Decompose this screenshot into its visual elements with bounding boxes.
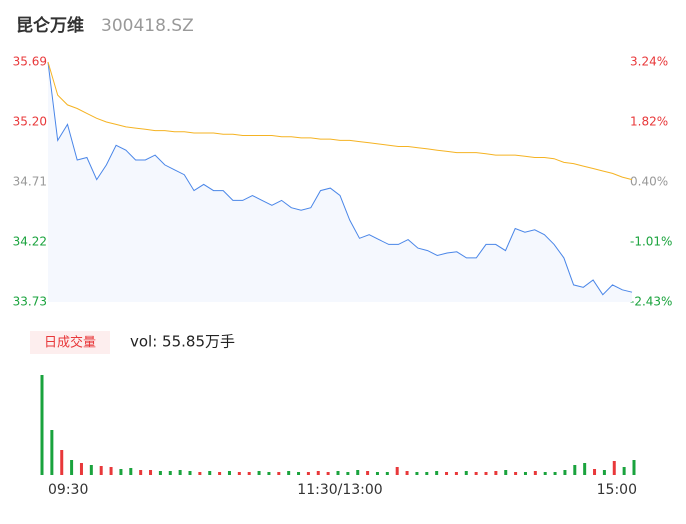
stock-name: 昆仑万维 bbox=[16, 15, 84, 36]
volume-bar bbox=[494, 471, 498, 475]
volume-bar bbox=[89, 465, 93, 475]
volume-bar bbox=[60, 450, 64, 475]
y-tick-label: 33.73 bbox=[13, 295, 47, 309]
volume-bar bbox=[218, 472, 222, 475]
volume-bar bbox=[119, 469, 123, 475]
avg-line bbox=[47, 61, 633, 181]
volume-bar bbox=[543, 472, 547, 475]
volume-bar bbox=[70, 460, 74, 475]
y2-tick-label: -1.01% bbox=[630, 234, 672, 248]
volume-bar bbox=[632, 460, 636, 475]
y2-tick-label: 0.40% bbox=[630, 175, 668, 189]
volume-bar bbox=[405, 471, 409, 475]
volume-bar bbox=[178, 470, 182, 475]
volume-bar bbox=[454, 472, 458, 475]
y-tick-label: 34.71 bbox=[13, 175, 47, 189]
y2-tick-label: 3.24% bbox=[630, 55, 668, 69]
volume-bar bbox=[464, 471, 468, 475]
volume-bar bbox=[336, 471, 340, 475]
volume-bar bbox=[573, 465, 577, 475]
volume-bar bbox=[385, 472, 389, 475]
volume-bar bbox=[533, 471, 537, 475]
legend-label: 日成交量 bbox=[44, 335, 96, 351]
stock-code: 300418.SZ bbox=[101, 16, 194, 36]
y-tick-label: 35.20 bbox=[13, 115, 47, 129]
volume-bar bbox=[149, 470, 153, 475]
volume-bar bbox=[612, 461, 616, 475]
volume-bar bbox=[593, 469, 597, 475]
volume-bar bbox=[366, 471, 370, 475]
volume-bar bbox=[346, 472, 350, 475]
volume-bar bbox=[168, 471, 172, 475]
volume-bar bbox=[602, 470, 606, 475]
volume-bar bbox=[79, 463, 83, 475]
volume-bar bbox=[375, 472, 379, 475]
volume-bar bbox=[326, 472, 330, 475]
legend-box bbox=[30, 331, 110, 354]
volume-bar bbox=[198, 472, 202, 475]
volume-bar bbox=[237, 472, 241, 475]
volume-bar bbox=[425, 472, 429, 475]
volume-bar bbox=[277, 472, 281, 475]
y2-tick-label: 1.82% bbox=[630, 115, 668, 129]
volume-annotation: vol: 55.85万手 bbox=[130, 333, 235, 351]
volume-bar bbox=[523, 472, 527, 475]
volume-bar bbox=[257, 471, 261, 475]
volume-bar bbox=[435, 471, 439, 475]
volume-bar bbox=[563, 470, 567, 475]
volume-bar bbox=[99, 466, 103, 475]
volume-bar bbox=[129, 468, 133, 475]
volume-bar bbox=[247, 472, 251, 475]
volume-bar bbox=[297, 472, 301, 475]
y-tick-label: 35.69 bbox=[13, 55, 47, 69]
volume-bar bbox=[158, 471, 162, 475]
price-line bbox=[47, 61, 633, 296]
price-area bbox=[48, 62, 632, 302]
x-tick-label: 09:30 bbox=[48, 482, 88, 498]
volume-bar bbox=[267, 472, 271, 475]
volume-bar bbox=[356, 470, 360, 475]
volume-bar bbox=[583, 463, 587, 475]
volume-bar bbox=[139, 470, 143, 475]
volume-bar bbox=[316, 471, 320, 475]
y2-tick-label: -2.43% bbox=[630, 295, 672, 309]
volume-bar bbox=[622, 467, 626, 475]
y-tick-label: 34.22 bbox=[13, 235, 47, 249]
volume-bar bbox=[445, 472, 449, 475]
volume-bar bbox=[395, 467, 399, 475]
volume-bar bbox=[50, 430, 54, 475]
volume-bar bbox=[415, 472, 419, 475]
volume-bar bbox=[208, 471, 212, 475]
x-tick-label: 15:00 bbox=[597, 482, 637, 498]
x-tick-label: 11:30/13:00 bbox=[297, 482, 382, 498]
volume-bar bbox=[40, 375, 44, 475]
volume-bar bbox=[109, 467, 113, 475]
volume-bar bbox=[553, 472, 557, 475]
volume-bar bbox=[227, 471, 231, 475]
volume-bar bbox=[514, 472, 518, 475]
volume-bar bbox=[306, 472, 310, 475]
volume-bar bbox=[474, 472, 478, 475]
volume-bar bbox=[484, 472, 488, 475]
volume-bar bbox=[504, 470, 508, 475]
volume-bar bbox=[188, 471, 192, 475]
volume-bar bbox=[287, 471, 291, 475]
